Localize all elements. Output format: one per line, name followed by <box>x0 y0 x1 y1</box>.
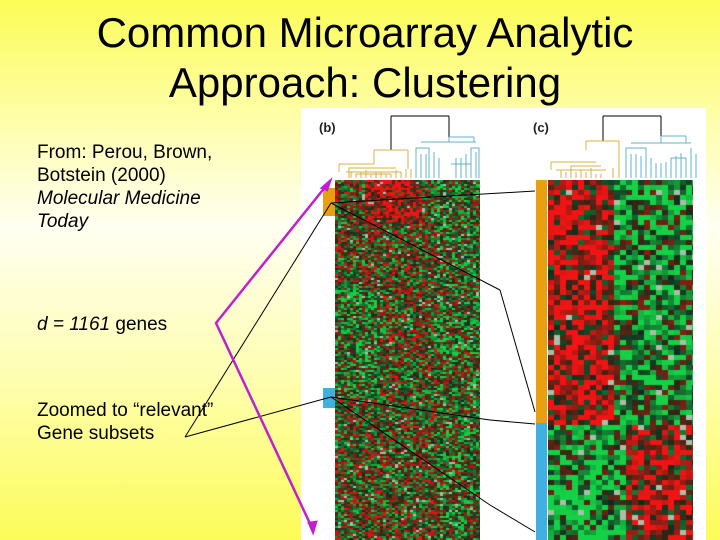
slide-title: Common Microarray Analytic Approach: Clu… <box>0 8 720 108</box>
title-line-1: Common Microarray Analytic <box>96 9 634 56</box>
gene-count: d = 1161 genes <box>37 313 167 336</box>
blue-cluster-bar-c <box>536 423 547 540</box>
zoom-note-line-2: Gene subsets <box>37 423 155 444</box>
citation: From: Perou, Brown, Botstein (2000) Mole… <box>37 141 212 233</box>
journal-line-2: Today <box>37 211 89 232</box>
title-line-2: Approach: Clustering <box>168 59 562 106</box>
dendrogram-c <box>550 115 697 178</box>
heatmap-c <box>548 180 693 540</box>
zoom-connector-lines <box>184 190 536 533</box>
dendrogram-b <box>338 115 480 178</box>
d-symbol: d <box>37 314 48 335</box>
orange-cluster-marker-b <box>323 188 335 216</box>
equals-sign: = <box>47 314 70 335</box>
panel-c-label: (c) <box>533 120 549 135</box>
gene-count-value: 1161 <box>69 314 111 335</box>
citation-line-1: From: Perou, Brown, <box>37 142 213 163</box>
magenta-arrow <box>214 177 333 536</box>
panel-b-label: (b) <box>319 120 336 135</box>
cluster-figure: (b) (c) <box>301 108 706 540</box>
orange-cluster-bar-c <box>536 180 547 423</box>
dendrograms <box>338 115 697 178</box>
zoom-note-line-1: Zoomed to “relevant” <box>37 400 214 421</box>
citation-line-2: Botstein (2000) <box>37 165 166 186</box>
zoom-note: Zoomed to “relevant” Gene subsets <box>37 399 213 445</box>
journal-line-1: Molecular Medicine <box>37 188 201 209</box>
gene-count-unit: genes <box>110 314 168 335</box>
heatmap-b <box>335 180 480 540</box>
